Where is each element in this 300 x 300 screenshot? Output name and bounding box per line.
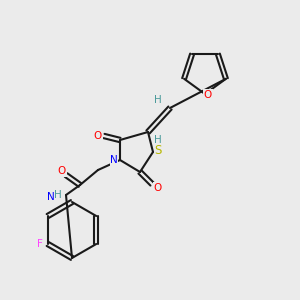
- Text: H: H: [54, 190, 62, 200]
- Text: S: S: [154, 143, 162, 157]
- Text: O: O: [154, 183, 162, 193]
- Text: O: O: [94, 131, 102, 141]
- Text: H: H: [154, 95, 162, 105]
- Text: H: H: [154, 135, 162, 145]
- Text: O: O: [58, 166, 66, 176]
- Text: O: O: [204, 90, 212, 100]
- Text: F: F: [37, 239, 43, 249]
- Text: N: N: [47, 192, 55, 202]
- Text: N: N: [110, 155, 118, 165]
